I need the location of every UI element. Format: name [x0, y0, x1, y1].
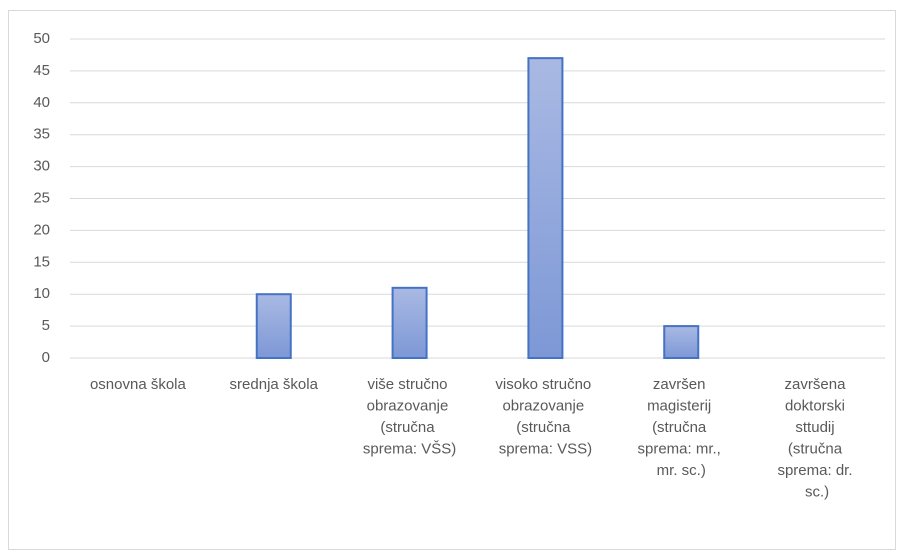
y-tick-label: 5	[42, 317, 50, 334]
bar	[527, 57, 564, 359]
chart-border	[8, 10, 896, 550]
x-tick-label: završena doktorski sttudij (stručna spre…	[777, 376, 856, 501]
bar	[255, 293, 292, 360]
bar	[663, 325, 700, 360]
y-tick-label: 35	[33, 126, 50, 143]
y-tick-label: 0	[42, 349, 50, 366]
y-tick-label: 45	[33, 62, 50, 79]
x-tick-label: srednja škola	[230, 376, 319, 393]
y-tick-label: 50	[33, 30, 50, 47]
y-tick-label: 40	[33, 94, 50, 111]
y-tick-label: 30	[33, 158, 50, 175]
y-tick-label: 25	[33, 189, 50, 206]
x-tick-label: visoko stručno obrazovanje (stručna spre…	[495, 376, 595, 458]
x-tick-label: osnovna škola	[90, 376, 187, 393]
y-tick-label: 15	[33, 253, 50, 270]
x-tick-label: više stručno obrazovanje (stručna sprema…	[363, 376, 456, 458]
y-tick-label: 20	[33, 221, 50, 238]
bar	[391, 286, 428, 360]
x-tick-label: završen magisterij (stručna sprema: mr.,…	[637, 376, 725, 479]
y-tick-label: 10	[33, 285, 50, 302]
